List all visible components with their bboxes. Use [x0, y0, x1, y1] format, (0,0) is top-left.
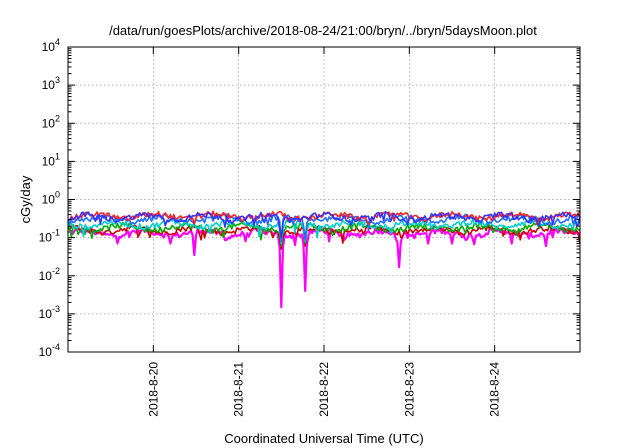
x-tick-label: 2018-8-20 [146, 362, 160, 417]
x-axis-label: Coordinated Universal Time (UTC) [224, 431, 423, 446]
y-tick-label: 10-4 [39, 342, 60, 359]
chart-title: /data/run/goesPlots/archive/2018-08-24/2… [109, 23, 537, 38]
y-tick-label: 103 [42, 75, 60, 92]
grid [68, 47, 580, 352]
y-tick-label: 10-2 [39, 266, 60, 283]
y-tick-label: 100 [42, 190, 60, 207]
x-tick-label: 2018-8-23 [402, 362, 416, 417]
x-ticks: 2018-8-20 2018-8-21 2018-8-22 2018-8-23 2018… [146, 47, 502, 417]
y-tick-label: 101 [42, 151, 60, 168]
x-tick-label: 2018-8-24 [488, 362, 502, 417]
y-ticks: 10-4 10-3 10-2 10-1 100 101 102 103 104 [39, 37, 580, 359]
y-tick-label: 10-1 [39, 228, 60, 245]
series-group [67, 210, 581, 309]
y-tick-label: 10-3 [39, 304, 60, 321]
series-line [67, 211, 581, 239]
x-tick-label: 2018-8-22 [317, 362, 331, 417]
series-line [67, 218, 581, 245]
y-tick-label: 102 [42, 113, 60, 130]
x-tick-label: 2018-8-21 [232, 362, 246, 417]
y-axis-label: cGy/day [18, 175, 33, 223]
series-line [67, 221, 581, 247]
y-tick-label: 104 [42, 37, 60, 54]
